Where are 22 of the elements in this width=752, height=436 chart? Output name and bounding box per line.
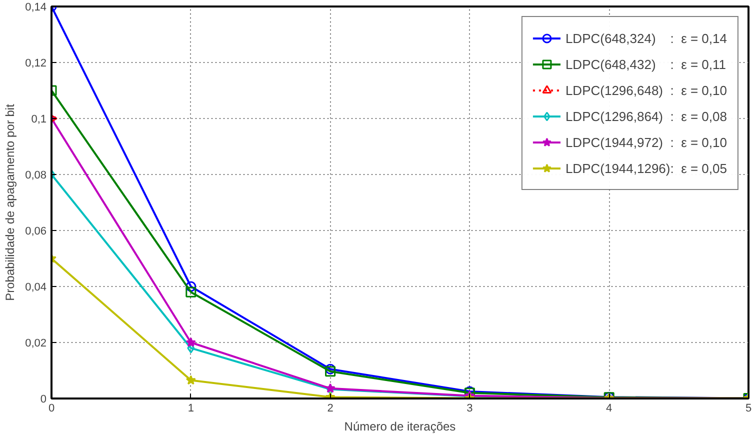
legend-label: LDPC(1296,648) : ε = 0,10 [565,82,727,100]
x-tick-label: 4 [606,402,612,414]
y-axis-title: Probabilidade de apagamento por bit [3,103,18,301]
legend-label: LDPC(1944,1296): ε = 0,05 [565,160,727,178]
y-tick-label: 0,04 [25,282,47,294]
x-tick-label: 1 [188,402,194,414]
y-tick-label: 0 [40,394,47,406]
legend-label: LDPC(648,324) : ε = 0,14 [565,30,727,48]
y-tick-label: 0,06 [25,226,47,238]
x-tick-label: 5 [745,402,752,414]
legend-label: LDPC(648,432) : ε = 0,11 [565,56,726,74]
legend-label: LDPC(1944,972) : ε = 0,10 [565,134,727,152]
x-tick-label: 3 [466,402,473,414]
y-tick-label: 0,12 [25,58,47,70]
x-tick-label: 0 [48,402,55,414]
y-tick-label: 0,08 [25,170,47,182]
y-tick-label: 0,14 [25,2,47,14]
y-tick-label: 0,02 [25,338,47,350]
legend-label: LDPC(1296,864) : ε = 0,08 [565,108,727,126]
x-axis-title: Número de iterações [344,420,456,434]
x-tick-label: 2 [327,402,334,414]
y-tick-label: 0,1 [31,114,47,126]
